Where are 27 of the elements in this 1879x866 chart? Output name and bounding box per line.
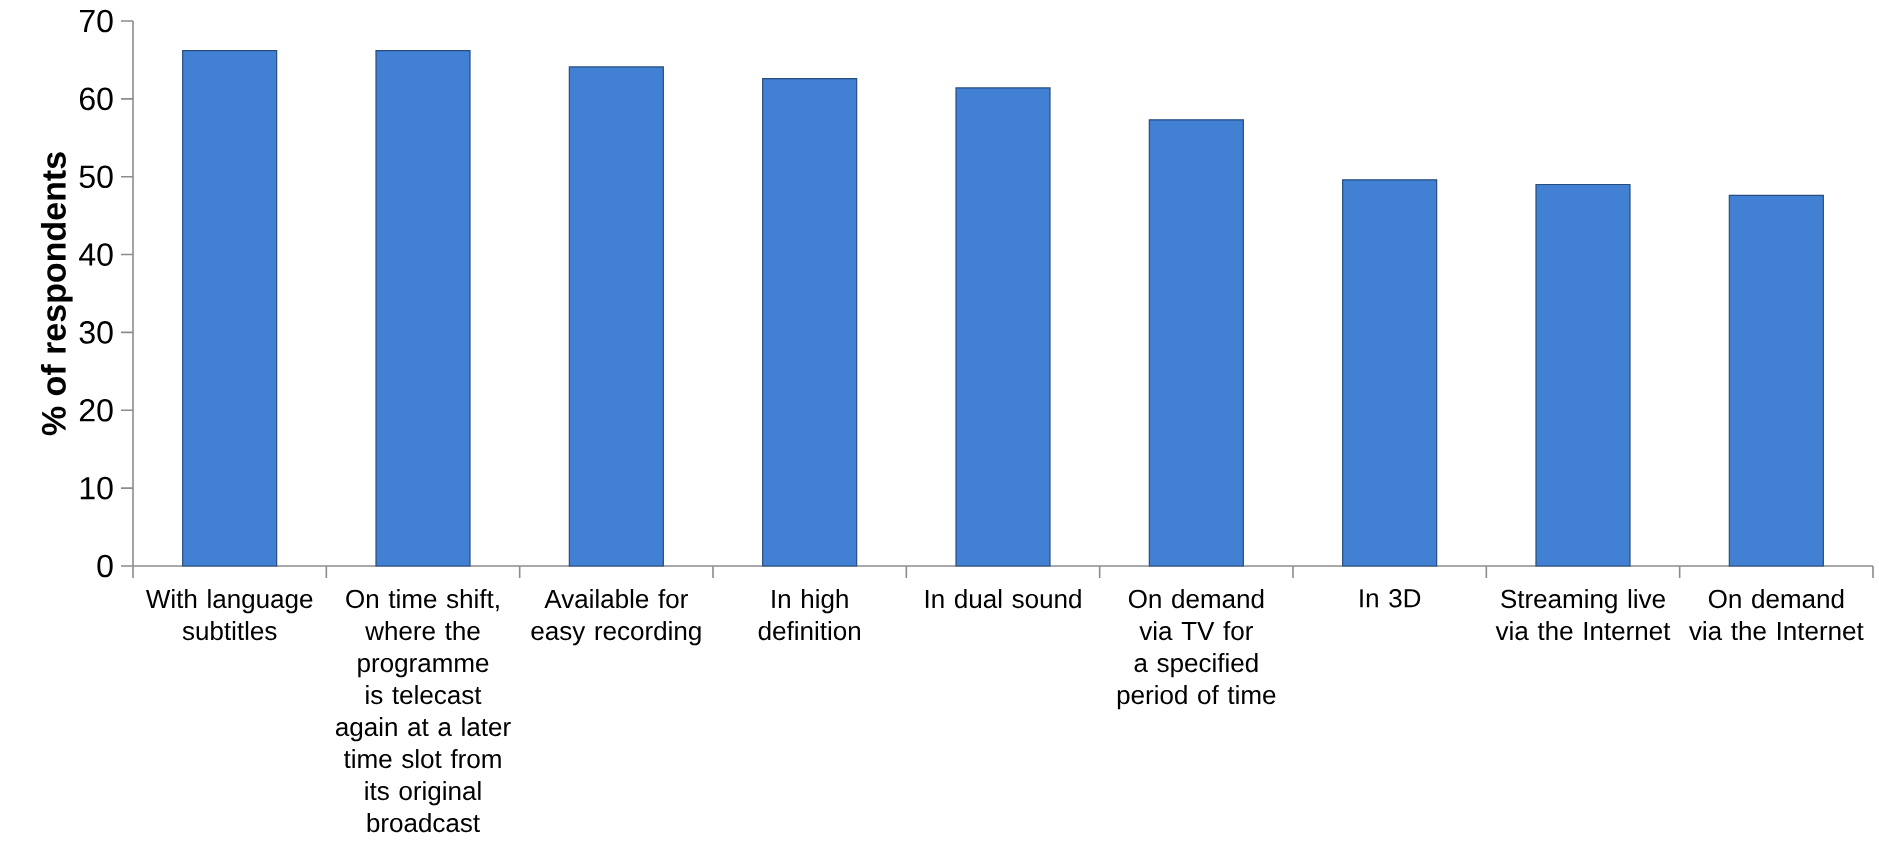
bar <box>375 49 471 567</box>
y-tick-label: 0 <box>97 554 113 578</box>
bar <box>1535 183 1631 567</box>
x-tick-label: On demand via the Internet <box>1688 589 1864 641</box>
x-tick-label: In high definition <box>758 589 860 641</box>
bar <box>762 78 858 567</box>
y-tick-label: 30 <box>79 321 113 344</box>
x-tick-label: On demand via TV for a specified period of time <box>1117 589 1276 710</box>
x-tick-label: In dual sound <box>925 589 1081 609</box>
y-tick-label: 20 <box>79 398 113 422</box>
bar <box>955 87 1051 567</box>
bar <box>1342 179 1438 567</box>
y-tick-label: 50 <box>79 165 113 189</box>
x-tick-label: Streaming live via the Internet <box>1495 589 1671 641</box>
y-tick-label: 60 <box>79 87 113 111</box>
x-tick-label: With language subtitles <box>145 589 313 641</box>
bar <box>182 49 278 567</box>
y-tick-label: 40 <box>79 243 113 266</box>
y-axis-title: % of respondents <box>40 152 73 436</box>
y-tick-label: 10 <box>80 476 113 500</box>
x-tick-label: On time shift, where the programme is telecast again at a later time slot from its original broadcast <box>335 589 511 833</box>
x-tick-label: In 3D <box>1360 589 1421 608</box>
bar <box>1148 119 1244 567</box>
bar <box>568 66 664 567</box>
y-tick-label: 70 <box>79 9 113 33</box>
x-tick-label: Available for easy recording <box>531 589 701 646</box>
bar <box>1728 194 1824 567</box>
